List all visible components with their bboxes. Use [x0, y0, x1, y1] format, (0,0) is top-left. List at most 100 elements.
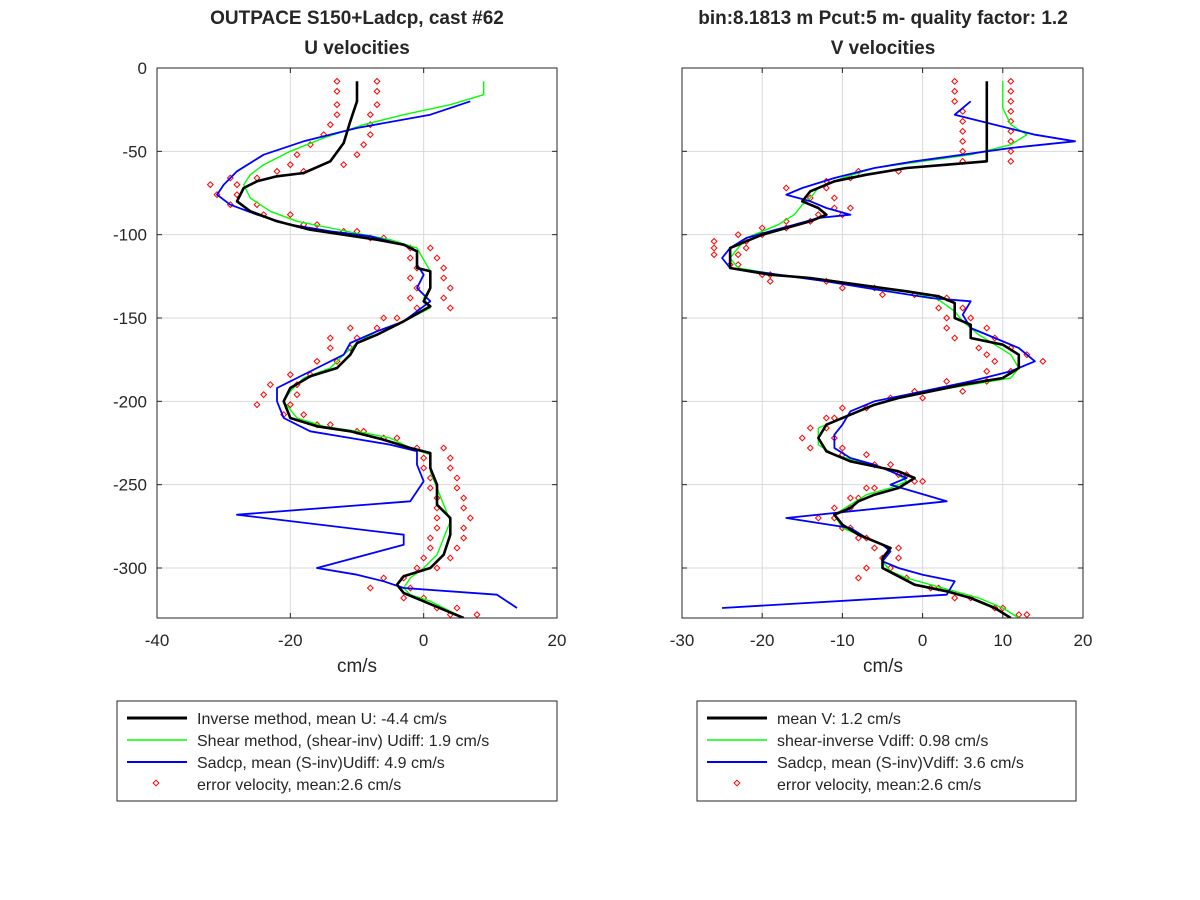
v-error-velocity-marker	[975, 344, 983, 352]
v-error-velocity-marker	[862, 484, 870, 492]
u-velocity-plot-area: -40 -20 0 200-50-100-150-200-250-300	[113, 59, 566, 650]
v-x-tick-label: -30	[670, 631, 695, 650]
u-error-velocity-marker	[440, 294, 448, 302]
v-error-velocity-marker	[895, 554, 903, 562]
u-error-velocity-marker	[373, 324, 381, 332]
u-error-velocity-marker	[286, 401, 294, 409]
v-error-velocity-marker	[878, 291, 887, 299]
v-error-velocity-marker	[886, 461, 895, 469]
v-legend-swatch-error	[733, 779, 741, 787]
v-error-velocity-marker	[710, 244, 718, 252]
u-x-tick-label: 0	[419, 631, 428, 650]
v-error-velocity-marker	[822, 414, 830, 422]
u-error-velocity-marker	[453, 544, 461, 552]
u-error-velocity-marker	[360, 141, 368, 149]
v-error-velocity-marker	[742, 244, 750, 252]
u-legend-label-inverse: Inverse method, mean U: -4.4 cm/s	[197, 711, 447, 728]
u-y-tick-label: -200	[113, 392, 147, 411]
u-error-velocity-marker	[473, 611, 481, 618]
u-legend-swatch-error	[152, 779, 160, 787]
v-error-velocity-marker	[959, 137, 967, 145]
v-legend-label-error: error velocity, mean:2.6 cm/s	[777, 777, 981, 794]
u-y-tick-label: -100	[113, 226, 147, 245]
v-velocity-plot-area: -30 -20 -10 0 10 20	[670, 67, 1092, 650]
v-error-velocity-marker	[935, 304, 943, 312]
v-panel-title-line-1: bin:8.1813 m Pcut:5 m- quality factor: 1…	[698, 8, 1068, 29]
v-error-velocity-marker	[951, 594, 959, 602]
v-error-velocity-marker	[870, 544, 879, 552]
u-error-velocity-marker	[260, 391, 268, 399]
u-y-tick-label: -250	[113, 476, 147, 495]
v-legend-label-mean: mean V: 1.2 cm/s	[777, 711, 901, 728]
u-data-layer	[206, 77, 518, 618]
v-error-velocity-marker	[1007, 157, 1015, 165]
u-error-velocity-marker	[366, 131, 374, 139]
u-error-velocity-marker	[293, 151, 301, 159]
v-error-velocity-marker	[838, 284, 846, 292]
u-error-velocity-marker	[453, 484, 461, 492]
u-y-tick-label: -50	[122, 142, 147, 161]
v-error-velocity-marker	[951, 77, 959, 85]
u-error-velocity-marker	[366, 111, 374, 119]
v-error-velocity-marker	[734, 251, 742, 259]
u-error-velocity-marker	[233, 181, 241, 189]
v-error-velocity-marker	[1007, 87, 1015, 95]
v-panel-legend: mean V: 1.2 cm/s shear-inverse Vdiff: 0.…	[696, 700, 1077, 802]
v-error-velocity-marker	[830, 434, 838, 442]
u-legend-label-sadcp: Sadcp, mean (S-inv)Udiff: 4.9 cm/s	[197, 755, 445, 772]
u-legend-label-error: error velocity, mean:2.6 cm/s	[197, 777, 401, 794]
v-error-velocity-marker	[919, 477, 927, 485]
u-error-velocity-marker	[286, 371, 294, 379]
v-plot-background	[682, 68, 1083, 618]
v-legend-label-sadcp: Sadcp, mean (S-inv)Vdiff: 3.6 cm/s	[777, 755, 1024, 772]
v-error-velocity-marker	[991, 357, 999, 365]
v-x-tick-label: -10	[830, 631, 855, 650]
v-error-velocity-marker	[959, 147, 967, 155]
u-error-velocity-marker	[293, 391, 301, 399]
u-error-velocity-marker	[393, 314, 401, 322]
u-error-velocity-marker	[286, 211, 294, 219]
u-error-velocity-marker	[346, 324, 354, 332]
v-error-velocity-marker	[862, 451, 870, 459]
u-error-velocity-marker	[453, 474, 461, 482]
u-error-velocity-marker	[326, 121, 334, 129]
v-legend-label-shear: shear-inverse Vdiff: 0.98 cm/s	[777, 733, 988, 750]
v-error-velocity-marker	[846, 494, 854, 502]
u-error-velocity-marker	[253, 401, 261, 409]
u-error-velocity-marker	[446, 554, 454, 562]
v-error-velocity-marker	[1023, 611, 1031, 618]
u-error-velocity-marker	[446, 284, 454, 292]
u-error-velocity-marker	[426, 484, 434, 492]
v-error-velocity-marker	[943, 314, 951, 322]
v-x-tick-label: 10	[993, 631, 1012, 650]
u-legend-label-shear: Shear method, (shear-inv) Udiff: 1.9 cm/…	[197, 733, 489, 750]
u-error-velocity-marker	[433, 524, 441, 532]
u-error-velocity-marker	[426, 244, 434, 252]
u-y-tick-label: 0	[138, 59, 147, 78]
v-error-velocity-marker	[951, 87, 959, 95]
v-error-velocity-marker	[959, 387, 967, 395]
v-error-velocity-marker	[895, 544, 903, 552]
u-error-velocity-marker	[433, 564, 441, 572]
u-panel-title-line-2: U velocities	[304, 38, 410, 59]
u-error-velocity-marker	[333, 87, 341, 95]
u-x-tick-label: 20	[548, 631, 567, 650]
u-panel-legend: Inverse method, mean U: -4.4 cm/s Shear …	[116, 700, 558, 802]
v-error-velocity-marker	[846, 204, 854, 212]
u-error-velocity-marker	[380, 314, 388, 322]
u-error-velocity-marker	[373, 87, 381, 95]
u-error-velocity-marker	[426, 544, 434, 552]
v-error-velocity-marker	[959, 127, 967, 135]
u-error-velocity-marker	[353, 151, 361, 159]
v-error-velocity-marker	[951, 334, 959, 342]
v-error-velocity-marker	[919, 394, 927, 402]
u-error-velocity-marker	[406, 274, 414, 282]
u-y-tick-label: -150	[113, 309, 147, 328]
v-error-velocity-marker	[1007, 147, 1015, 155]
v-error-velocity-marker	[983, 351, 991, 359]
u-panel-title-line-1: OUTPACE S150+Ladcp, cast #62	[210, 8, 504, 29]
u-error-velocity-marker	[460, 524, 468, 532]
v-error-velocity-marker	[710, 251, 718, 259]
v-error-velocity-marker	[766, 277, 774, 285]
